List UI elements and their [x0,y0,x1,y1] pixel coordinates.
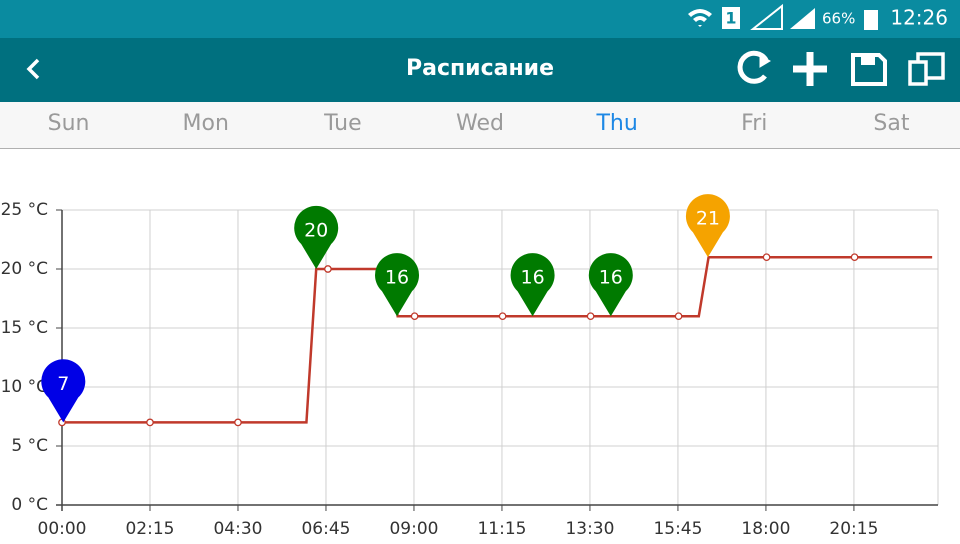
point-marker[interactable] [498,312,507,321]
y-tick-label: 10 °C [1,377,48,397]
x-tick-label: 11:15 [477,519,526,539]
setpoint-label: 16 [385,267,409,289]
setpoint-label: 16 [520,267,544,289]
x-tick-label: 09:00 [389,519,438,539]
chart: 0 °C 5 °C 10 °C 15 °C 20 °C 25 °C 00:00 02:15 04… [1,194,939,539]
day-tab[interactable]: Thu [595,111,637,136]
point-marker[interactable] [674,312,683,321]
status-icons [688,3,878,30]
x-tick-label: 04:30 [213,519,262,539]
app-title: Расписание [406,56,554,81]
refresh-button[interactable] [737,50,769,84]
signal-icon [750,3,783,30]
copy-button[interactable] [908,52,945,86]
sim-number: 1 [725,9,736,28]
point-marker[interactable] [850,253,859,262]
setpoint-pin[interactable] [685,194,730,258]
point-marker[interactable] [762,253,771,262]
setpoint-label: 21 [696,208,720,230]
x-tick-label: 00:00 [38,519,87,539]
clock: 12:26 [890,6,948,30]
day-tab[interactable]: Wed [456,111,504,136]
point-marker[interactable] [586,312,595,321]
setpoint-pin[interactable] [294,205,339,269]
point-marker[interactable] [146,418,154,427]
day-tab[interactable]: Sat [873,111,909,136]
sim-icon [722,7,740,29]
setpoint-label: 20 [304,220,328,242]
point-marker[interactable] [234,418,242,427]
add-button[interactable] [793,52,827,86]
point-marker[interactable] [324,265,332,273]
status-bar [0,0,960,38]
back-button[interactable] [26,58,40,80]
tab-bar [0,102,960,148]
signal-icon [790,8,815,29]
x-tick-label: 13:30 [565,519,614,539]
wifi-icon [688,9,712,27]
day-tab[interactable]: Tue [323,111,362,136]
temperature-line [62,255,933,424]
y-tick-label: 0 °C [11,495,48,515]
point-marker[interactable] [410,312,419,321]
battery-icon [864,10,878,30]
day-tab[interactable]: Sun [48,111,90,136]
y-tick-label: 5 °C [11,436,48,456]
setpoint-pin[interactable] [375,253,420,317]
x-tick-label: 15:45 [653,519,702,539]
setpoint-pin[interactable] [510,253,555,317]
setpoint-label: 16 [599,267,623,289]
day-tab[interactable]: Fri [741,111,767,136]
x-tick-label: 18:00 [741,519,790,539]
toolbar [737,50,945,86]
tabs: Sun Mon Tue Wed Thu Fri Sat [48,111,910,136]
setpoint-pin[interactable] [41,359,86,423]
x-tick-label: 06:45 [301,519,350,539]
setpoint-pin[interactable] [588,253,633,317]
battery-level: 66% [822,10,855,28]
day-tab[interactable]: Mon [183,111,229,136]
y-tick-label: 25 °C [1,200,48,220]
y-tick-label: 15 °C [1,318,48,338]
setpoint-label: 7 [57,373,69,395]
save-button[interactable] [851,53,887,86]
x-tick-label: 02:15 [125,519,174,539]
x-tick-label: 20:15 [829,519,878,539]
y-tick-label: 20 °C [1,259,48,279]
